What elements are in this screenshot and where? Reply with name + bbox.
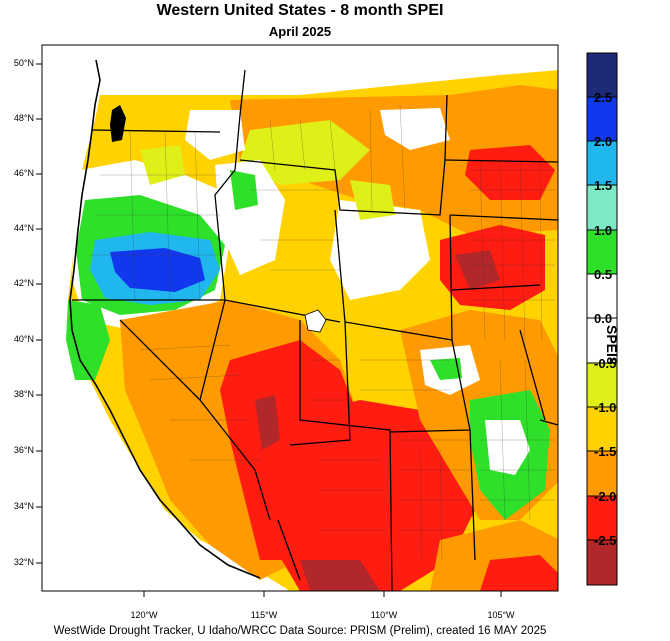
state-borders bbox=[72, 69, 559, 592]
lat-ticks bbox=[36, 63, 42, 564]
colorbar-label: -2.0 bbox=[594, 489, 617, 504]
map-title: Western United States - 8 month SPEI bbox=[156, 2, 444, 19]
colorbar-label: 1.5 bbox=[594, 178, 613, 193]
colorbar-swatch-11 bbox=[587, 496, 617, 540]
lon-label-110: 110°W bbox=[370, 610, 398, 620]
colorbar-label: -1.0 bbox=[594, 400, 617, 415]
colorbar-swatch-4 bbox=[587, 185, 617, 230]
lat-label-50: 50°N bbox=[13, 58, 34, 68]
colorbar-swatch-12 bbox=[587, 540, 617, 585]
colorbar-swatch-5 bbox=[587, 230, 617, 274]
colorbar-swatch-3 bbox=[587, 141, 617, 185]
lat-label-40: 40°N bbox=[13, 334, 34, 344]
puget-sound bbox=[110, 105, 126, 142]
colorbar-label: 2.5 bbox=[594, 90, 613, 105]
lon-label-115: 115°W bbox=[250, 610, 278, 620]
county-borders bbox=[90, 104, 555, 561]
lat-label-32: 32°N bbox=[13, 557, 34, 567]
colorbar-swatch-8 bbox=[587, 363, 617, 407]
coastline bbox=[69, 59, 261, 579]
lon-ticks bbox=[143, 591, 502, 597]
lon-label-105: 105°W bbox=[487, 610, 515, 620]
lon-label-120: 120°W bbox=[130, 610, 158, 620]
colorbar-swatch-10 bbox=[587, 451, 617, 496]
colorbar-label: 0.5 bbox=[594, 267, 613, 282]
colorbar-label: -0.5 bbox=[594, 356, 617, 371]
colorbar bbox=[586, 52, 618, 586]
lat-label-46: 46°N bbox=[13, 168, 34, 178]
colorbar-swatch-7 bbox=[587, 318, 617, 363]
colorbar-label: 2.0 bbox=[594, 134, 613, 149]
map-frame bbox=[41, 44, 559, 592]
lat-label-38: 38°N bbox=[13, 389, 34, 399]
lat-label-48: 48°N bbox=[13, 113, 34, 123]
colorbar-label: 1.0 bbox=[594, 223, 613, 238]
colorbar-title: SPEI8 bbox=[604, 325, 620, 365]
colorbar-label: -1.5 bbox=[594, 444, 617, 459]
map-subtitle: April 2025 bbox=[268, 24, 332, 39]
colorbar-label: -2.5 bbox=[594, 533, 617, 548]
colorbar-swatch-6 bbox=[587, 274, 617, 318]
lat-label-44: 44°N bbox=[13, 223, 34, 233]
map-footer: WestWide Drought Tracker, U Idaho/WRCC D… bbox=[53, 625, 547, 637]
colorbar-label: 0.0 bbox=[594, 311, 613, 326]
colorbar-swatch-1 bbox=[587, 53, 617, 97]
great-salt-lake bbox=[304, 309, 327, 333]
lat-label-34: 34°N bbox=[13, 501, 34, 511]
colorbar-swatch-2 bbox=[587, 97, 617, 141]
colorbar-swatch-9 bbox=[587, 407, 617, 451]
lat-label-42: 42°N bbox=[13, 278, 34, 288]
lat-label-36: 36°N bbox=[13, 445, 34, 455]
